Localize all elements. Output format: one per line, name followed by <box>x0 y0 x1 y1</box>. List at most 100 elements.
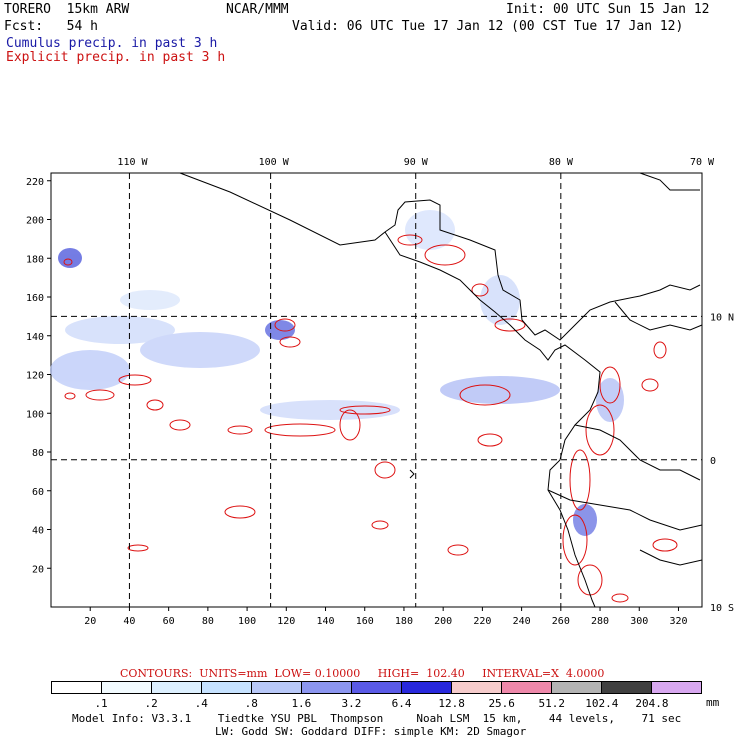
explicit-contour <box>64 392 76 400</box>
init-time: Init: 00 UTC Sun 15 Jan 12 <box>506 2 710 17</box>
cumulus-cell <box>260 400 400 420</box>
colorbar-label: .8 <box>244 697 258 710</box>
explicit-contour <box>471 283 489 297</box>
x-tick-label: 40 <box>123 616 135 627</box>
colorbar-swatch <box>652 682 701 693</box>
explicit-contour <box>264 423 336 437</box>
explicit-contour <box>585 404 615 456</box>
colorbar-label: .1 <box>94 697 108 710</box>
explicit-contour <box>127 544 149 552</box>
explicit-contour <box>63 258 73 266</box>
x-tick-label: 180 <box>395 616 413 627</box>
y-tick-label: 20 <box>32 564 44 575</box>
cumulus-cell <box>573 504 597 536</box>
x-tick-label: 120 <box>277 616 295 627</box>
colorbar-swatch <box>102 682 152 693</box>
explicit-contour <box>118 374 152 386</box>
colorbar-label: 1.6 <box>291 697 312 710</box>
contour-info: CONTOURS: UNITS=mm LOW= 0.10000 HIGH= 10… <box>120 667 605 680</box>
colorbar-swatch <box>52 682 102 693</box>
colorbar-label: 204.8 <box>635 697 669 710</box>
explicit-contour <box>371 520 389 530</box>
colorbar-label: 102.4 <box>585 697 619 710</box>
colorbar-swatch <box>352 682 402 693</box>
colorbar-swatch <box>402 682 452 693</box>
explicit-contour <box>599 366 621 404</box>
explicit-contour <box>279 336 301 348</box>
explicit-precip-field <box>63 234 678 603</box>
explicit-contour <box>562 514 588 566</box>
valid-time: Valid: 06 UTC Tue 17 Jan 12 (00 CST Tue … <box>292 19 684 34</box>
explicit-contour <box>146 399 164 411</box>
x-tick-label: 200 <box>434 616 452 627</box>
y-tick-label: 160 <box>26 293 44 304</box>
x-tick-label: 220 <box>473 616 491 627</box>
map-frame <box>50 172 703 608</box>
colorbar-label: 51.2 <box>538 697 566 710</box>
colorbar-label: .4 <box>194 697 208 710</box>
explicit-contour <box>85 389 115 401</box>
colorbar-swatch <box>152 682 202 693</box>
x-tick-label: 140 <box>316 616 334 627</box>
cumulus-cell <box>140 332 260 368</box>
y-tick-label: 80 <box>32 448 44 459</box>
longitude-label: 90 W <box>404 157 429 168</box>
y-tick-label: 60 <box>32 487 44 498</box>
x-tick-label: 20 <box>84 616 96 627</box>
x-tick-label: 320 <box>669 616 687 627</box>
lat-lon-grid <box>51 173 702 607</box>
cumulus-cell <box>440 376 560 404</box>
explicit-contour <box>169 419 191 431</box>
explicit-legend: Explicit precip. in past 3 h <box>6 50 226 65</box>
cumulus-precip-field <box>50 210 624 536</box>
colorbar-swatch <box>502 682 552 693</box>
cumulus-cell <box>65 316 175 344</box>
y-tick-label: 200 <box>26 216 44 227</box>
explicit-contour <box>653 341 667 359</box>
colorbar-label: .2 <box>144 697 158 710</box>
x-tick-label: 300 <box>630 616 648 627</box>
latitude-label: 10 N <box>710 312 734 323</box>
colorbar-label: 25.6 <box>488 697 515 710</box>
coastlines <box>179 172 703 608</box>
explicit-contour <box>652 538 678 552</box>
x-tick-label: 100 <box>238 616 256 627</box>
longitude-label: 100 W <box>259 157 290 168</box>
explicit-contour <box>611 593 629 603</box>
cumulus-cell <box>480 275 520 325</box>
colorbar-label: 6.4 <box>391 697 412 710</box>
y-tick-label: 40 <box>32 526 44 537</box>
physics-info: LW: Godd SW: Goddard DIFF: simple KM: 2D… <box>215 725 527 738</box>
colorbar-label: 12.8 <box>438 697 465 710</box>
y-tick-label: 140 <box>26 332 44 343</box>
explicit-contour <box>224 505 256 519</box>
colorbar-swatch <box>252 682 302 693</box>
colorbar-swatch <box>602 682 652 693</box>
precip-colorbar <box>51 681 702 694</box>
cumulus-cell <box>50 350 130 390</box>
cumulus-cell <box>405 210 455 250</box>
x-tick-label: 60 <box>163 616 175 627</box>
y-tick-label: 100 <box>26 409 44 420</box>
x-tick-label: 280 <box>591 616 609 627</box>
x-tick-label: 160 <box>356 616 374 627</box>
center-title: NCAR/MMM <box>226 2 289 17</box>
colorbar-swatch <box>202 682 252 693</box>
x-tick-label: 80 <box>202 616 214 627</box>
x-tick-label: 240 <box>513 616 531 627</box>
x-tick-label: 260 <box>552 616 570 627</box>
explicit-contour <box>459 384 511 406</box>
cumulus-cell <box>120 290 180 310</box>
longitude-label: 110 W <box>117 157 148 168</box>
map-axes: 220 200 180 160 140 120 100 80 60 40 20 20 40 60 80 100… <box>26 157 734 627</box>
explicit-contour <box>227 425 253 435</box>
explicit-contour <box>424 244 466 266</box>
model-info: Model Info: V3.3.1 Tiedtke YSU PBL Thomp… <box>72 712 682 725</box>
y-tick-label: 220 <box>26 177 44 188</box>
model-title: TORERO 15km ARW <box>4 2 130 17</box>
explicit-contour <box>397 234 423 246</box>
explicit-contour <box>339 405 391 415</box>
colorbar-unit: mm <box>706 696 720 709</box>
colorbar-label: 3.2 <box>341 697 362 710</box>
